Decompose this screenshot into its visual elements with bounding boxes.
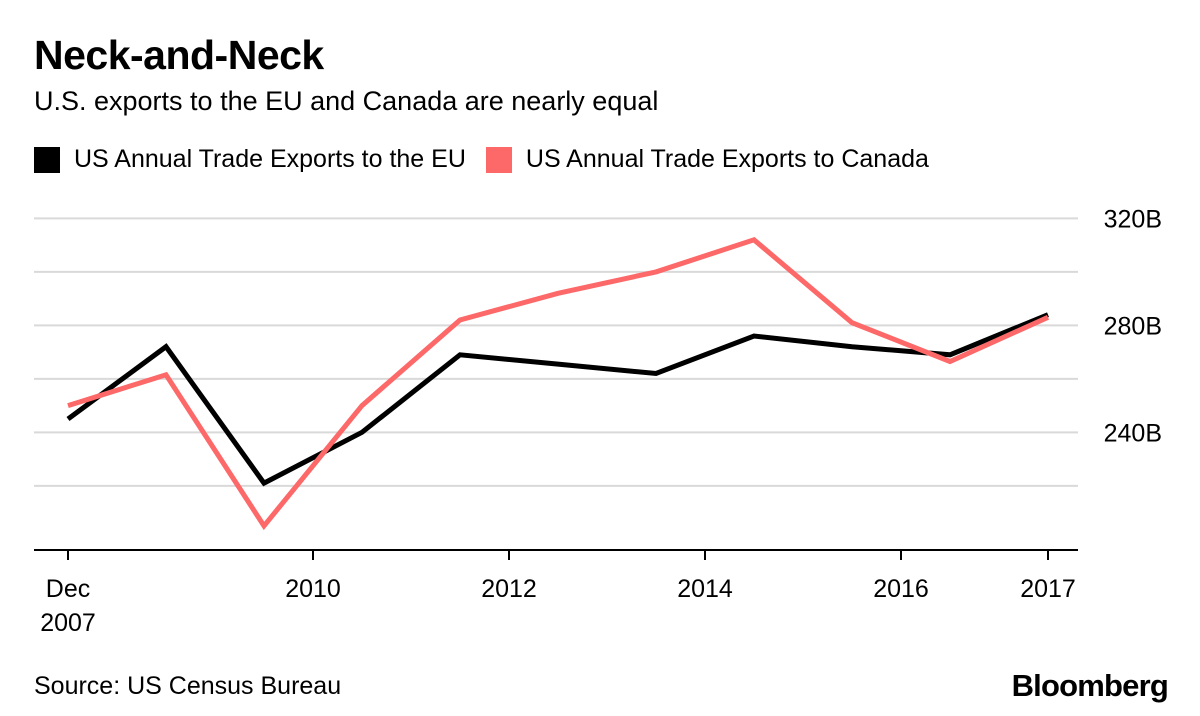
source-note: Source: US Census Bureau — [34, 672, 342, 700]
x-tick-label: 2017 — [1020, 575, 1076, 603]
x-axis: Dec 2007 2010 2012 2014 2016 2017 — [34, 549, 1078, 637]
chart-subtitle: U.S. exports to the EU and Canada are ne… — [34, 86, 659, 116]
legend-swatch-canada — [485, 146, 512, 173]
chart-title: Neck-and-Neck — [34, 32, 324, 78]
y-axis-labels: 240B 280B 320B — [1104, 205, 1162, 447]
x-tick-label: 2010 — [285, 575, 341, 603]
legend-item-eu: US Annual Trade Exports to the EU — [34, 145, 466, 174]
x-tick-label: 2007 — [40, 609, 96, 637]
legend-item-canada: US Annual Trade Exports to Canada — [485, 145, 929, 174]
x-tick-label: Dec — [46, 575, 90, 603]
y-tick-label: 320B — [1104, 205, 1162, 233]
x-tick-label: 2016 — [873, 575, 929, 603]
y-tick-label: 280B — [1104, 312, 1162, 340]
legend-swatch-eu — [34, 146, 60, 173]
x-tick-label: 2012 — [481, 575, 537, 603]
bloomberg-logo: Bloomberg — [1011, 668, 1169, 703]
series-lines — [66, 236, 1050, 531]
legend: US Annual Trade Exports to the EU US Ann… — [34, 145, 949, 174]
series-line-canada — [67, 236, 1050, 531]
legend-label-canada: US Annual Trade Exports to Canada — [525, 145, 929, 173]
legend-label-eu: US Annual Trade Exports to the EU — [74, 145, 466, 173]
y-tick-label: 240B — [1104, 419, 1162, 447]
gridlines — [34, 217, 1078, 487]
x-tick-label: 2014 — [677, 575, 733, 603]
